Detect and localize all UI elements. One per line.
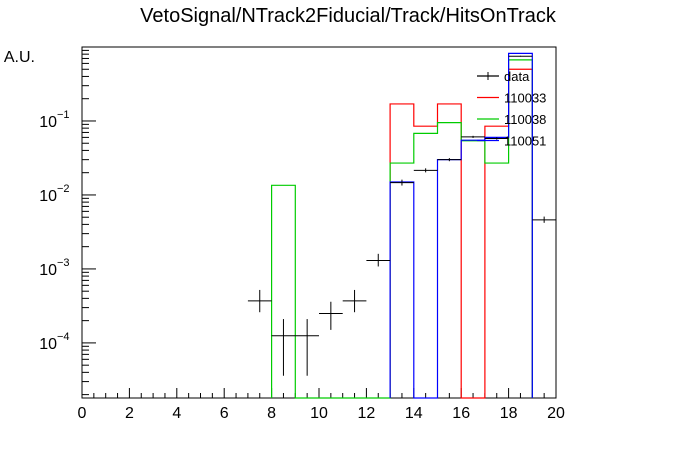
legend: data 110033 110038 110051 bbox=[477, 69, 546, 149]
y-tick-label: 10 bbox=[39, 114, 57, 131]
legend-entry-data: data bbox=[477, 69, 530, 84]
data-point bbox=[508, 55, 533, 57]
y-tick-label: 10 bbox=[39, 336, 57, 353]
x-tick-label: 12 bbox=[358, 405, 376, 422]
x-tick-label: 10 bbox=[310, 405, 328, 422]
x-tick-label: 8 bbox=[267, 405, 276, 422]
legend-entry-110033: 110033 bbox=[477, 91, 546, 106]
x-tick-label: 16 bbox=[452, 405, 470, 422]
data-point bbox=[319, 301, 343, 330]
data-point bbox=[484, 137, 509, 140]
x-tick-label: 2 bbox=[125, 405, 134, 422]
x-tick-label: 20 bbox=[547, 405, 565, 422]
y-axis-label: A.U. bbox=[4, 49, 35, 66]
x-tick-label: 6 bbox=[220, 405, 229, 422]
x-tick-label: 18 bbox=[500, 405, 518, 422]
x-tick-label: 4 bbox=[172, 405, 181, 422]
series-110051-hist bbox=[389, 52, 533, 399]
y-tick-exponent: −2 bbox=[57, 183, 70, 195]
y-tick-exponent: −1 bbox=[57, 109, 70, 121]
legend-label: 110033 bbox=[504, 91, 546, 106]
data-point bbox=[390, 179, 414, 186]
data-point bbox=[295, 319, 319, 376]
chart-title: VetoSignal/NTrack2Fiducial/Track/HitsOnT… bbox=[140, 5, 557, 27]
legend-entry-110038: 110038 bbox=[477, 112, 546, 127]
x-tick-label: 0 bbox=[78, 405, 87, 422]
y-tick-label: 10 bbox=[39, 262, 57, 279]
series-110038-hist bbox=[271, 59, 533, 399]
legend-entry-110051: 110051 bbox=[477, 134, 546, 149]
data-point bbox=[271, 319, 296, 376]
y-tick-exponent: −3 bbox=[57, 257, 70, 269]
y-tick-label: 10 bbox=[39, 188, 57, 205]
legend-label: 110051 bbox=[504, 134, 546, 149]
y-tick-exponent: −4 bbox=[57, 331, 70, 343]
data-point bbox=[461, 135, 485, 138]
data-point bbox=[532, 216, 556, 223]
legend-label: 110038 bbox=[504, 112, 546, 127]
data-point bbox=[437, 158, 462, 162]
data-point bbox=[413, 168, 438, 173]
data-point bbox=[342, 289, 367, 313]
legend-label: data bbox=[504, 69, 530, 84]
data-point bbox=[247, 289, 272, 313]
data-point bbox=[366, 253, 391, 267]
x-tick-label: 14 bbox=[405, 405, 423, 422]
